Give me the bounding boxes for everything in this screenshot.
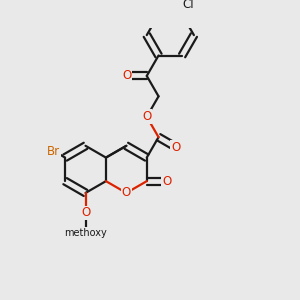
Text: Br: Br bbox=[47, 145, 60, 158]
Text: Cl: Cl bbox=[182, 0, 194, 11]
Text: O: O bbox=[171, 141, 181, 154]
Text: O: O bbox=[122, 69, 131, 82]
Text: O: O bbox=[122, 186, 131, 200]
Text: methoxy: methoxy bbox=[64, 228, 107, 238]
Text: O: O bbox=[142, 110, 152, 123]
Text: O: O bbox=[81, 206, 90, 220]
Text: O: O bbox=[162, 175, 171, 188]
